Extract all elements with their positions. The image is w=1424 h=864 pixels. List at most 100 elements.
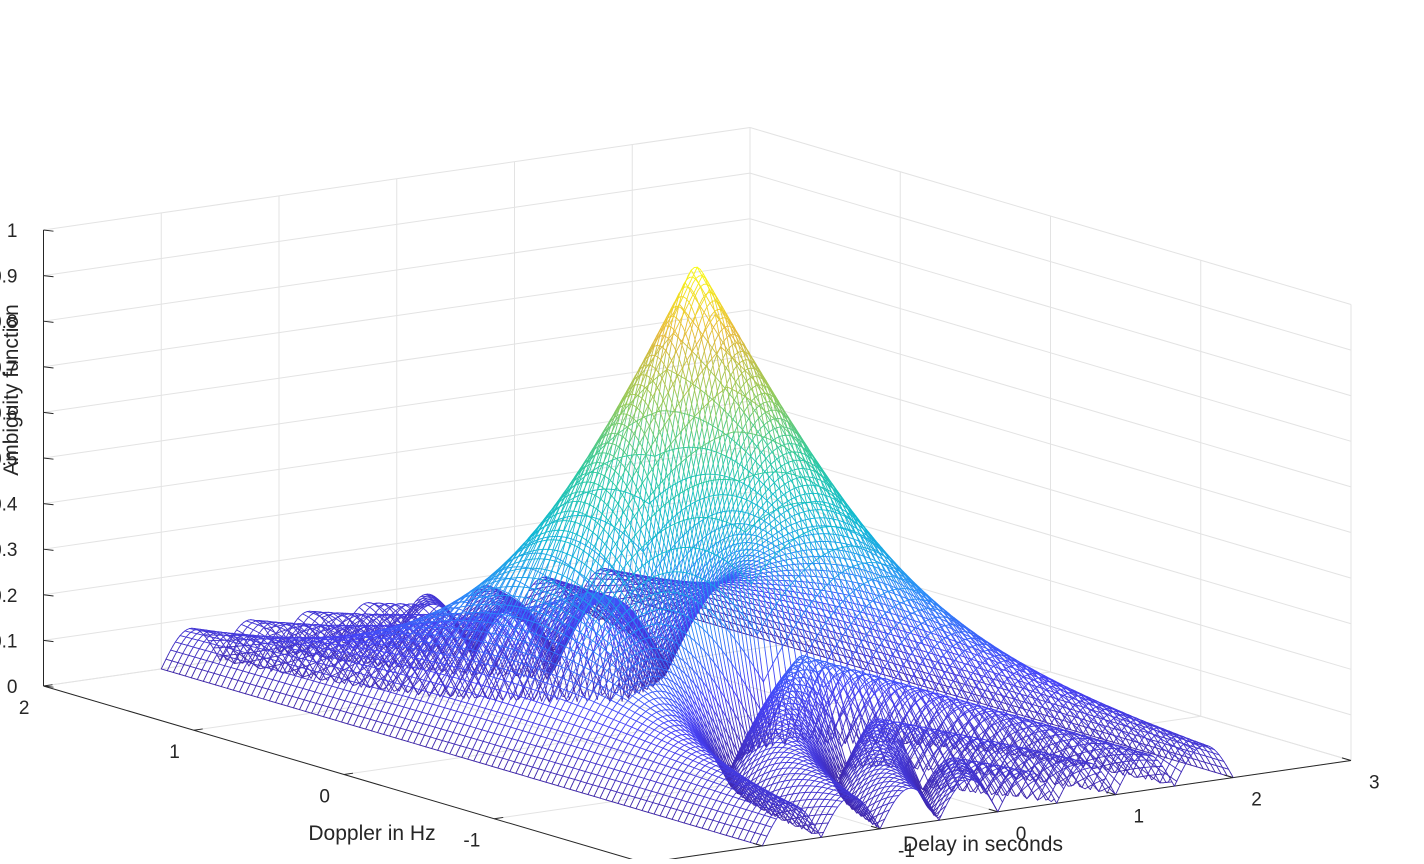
mesh-segment [164, 670, 167, 671]
mesh-segment [218, 656, 220, 660]
mesh-segment [240, 632, 243, 634]
mesh-segment [211, 644, 213, 648]
mesh-segment [188, 666, 190, 671]
mesh-segment [180, 636, 183, 637]
mesh-segment [175, 639, 177, 642]
mesh-segment [285, 627, 287, 629]
mesh-segment [229, 657, 232, 658]
mesh-segment [423, 608, 426, 611]
mesh-segment [381, 607, 384, 609]
mesh-segment [326, 633, 328, 636]
mesh-segment [391, 607, 394, 609]
mesh-segment [238, 638, 241, 639]
mesh-segment [309, 617, 312, 619]
mesh-segment [386, 608, 389, 610]
mesh-segment [223, 676, 226, 677]
mesh-segment [181, 664, 184, 665]
mesh-segment [379, 652, 381, 656]
mesh-segment [306, 615, 309, 617]
mesh-segment [397, 606, 399, 608]
mesh-segment [331, 621, 333, 624]
mesh-segment [195, 653, 197, 657]
mesh-segment [164, 659, 166, 664]
mesh-segment [303, 614, 306, 615]
mesh-segment [214, 653, 217, 654]
mesh-segment [269, 625, 271, 627]
mesh-segment [250, 623, 252, 625]
mesh-segment [402, 608, 405, 610]
mesh-segment [170, 661, 172, 666]
mesh-segment [175, 642, 178, 643]
mesh-segment [188, 677, 191, 678]
mesh-segment [203, 681, 206, 682]
mesh-segment [217, 654, 220, 655]
mesh-segment [314, 629, 317, 630]
mesh-segment [387, 610, 389, 613]
mesh-segment [167, 671, 170, 672]
mesh-segment [177, 652, 180, 653]
mesh-segment [214, 633, 217, 634]
mesh-segment [601, 586, 603, 590]
mesh-segment [193, 643, 195, 647]
mesh-segment [432, 609, 434, 611]
mesh-segment [253, 630, 256, 632]
mesh-segment [206, 682, 209, 683]
mesh-segment [234, 669, 236, 674]
mesh-segment [312, 619, 315, 621]
mesh-segment [192, 657, 194, 662]
mesh-segment [585, 582, 587, 586]
mesh-segment [370, 607, 373, 609]
mesh-segment [256, 631, 259, 633]
mesh-segment [201, 654, 203, 658]
mesh-segment [209, 683, 212, 684]
mesh-segment [420, 596, 423, 597]
mesh-segment [178, 643, 181, 644]
mesh-segment [185, 671, 187, 676]
mesh-segment [172, 656, 174, 661]
mesh-segment [226, 672, 228, 677]
mesh-segment [214, 669, 216, 674]
mesh-segment [240, 670, 243, 671]
mesh-segment [421, 608, 423, 610]
mesh-segment [225, 666, 228, 667]
mesh-segment [218, 686, 221, 687]
mesh-segment [171, 646, 173, 650]
mesh-segment [217, 650, 219, 654]
mesh-segment [267, 629, 270, 630]
mesh-segment [202, 650, 205, 651]
mesh-segment [220, 640, 222, 643]
mesh-segment [191, 678, 194, 679]
mesh-segment [192, 656, 195, 657]
mesh-segment [212, 673, 214, 678]
mesh-segment [269, 666, 272, 667]
mesh-segment [202, 670, 205, 671]
mesh-segment [172, 661, 175, 662]
mesh-segment [250, 628, 253, 629]
mesh-segment [380, 609, 382, 612]
mesh-segment [251, 630, 253, 633]
mesh-segment [185, 631, 188, 632]
mesh-segment [192, 639, 195, 640]
mesh-segment [246, 621, 249, 622]
mesh-segment [199, 645, 201, 649]
mesh-segment [279, 635, 282, 637]
mesh-segment [179, 644, 181, 648]
mesh-segment [309, 615, 311, 617]
mesh-segment [191, 632, 194, 633]
mesh-segment [194, 634, 196, 636]
mesh-segment [222, 666, 224, 671]
mesh-segment [376, 610, 378, 613]
mesh-segment [224, 677, 226, 682]
mesh-segment [428, 605, 431, 607]
mesh-segment [180, 653, 183, 654]
mesh-segment [215, 685, 218, 686]
mesh-segment [295, 618, 297, 621]
mesh-segment [201, 659, 204, 660]
mesh-segment [216, 645, 219, 646]
mesh-segment [224, 688, 227, 689]
mesh-segment [196, 630, 199, 631]
mesh-segment [231, 667, 234, 668]
mesh-segment [280, 667, 282, 672]
mesh-segment [234, 630, 236, 633]
mesh-segment [176, 673, 179, 674]
